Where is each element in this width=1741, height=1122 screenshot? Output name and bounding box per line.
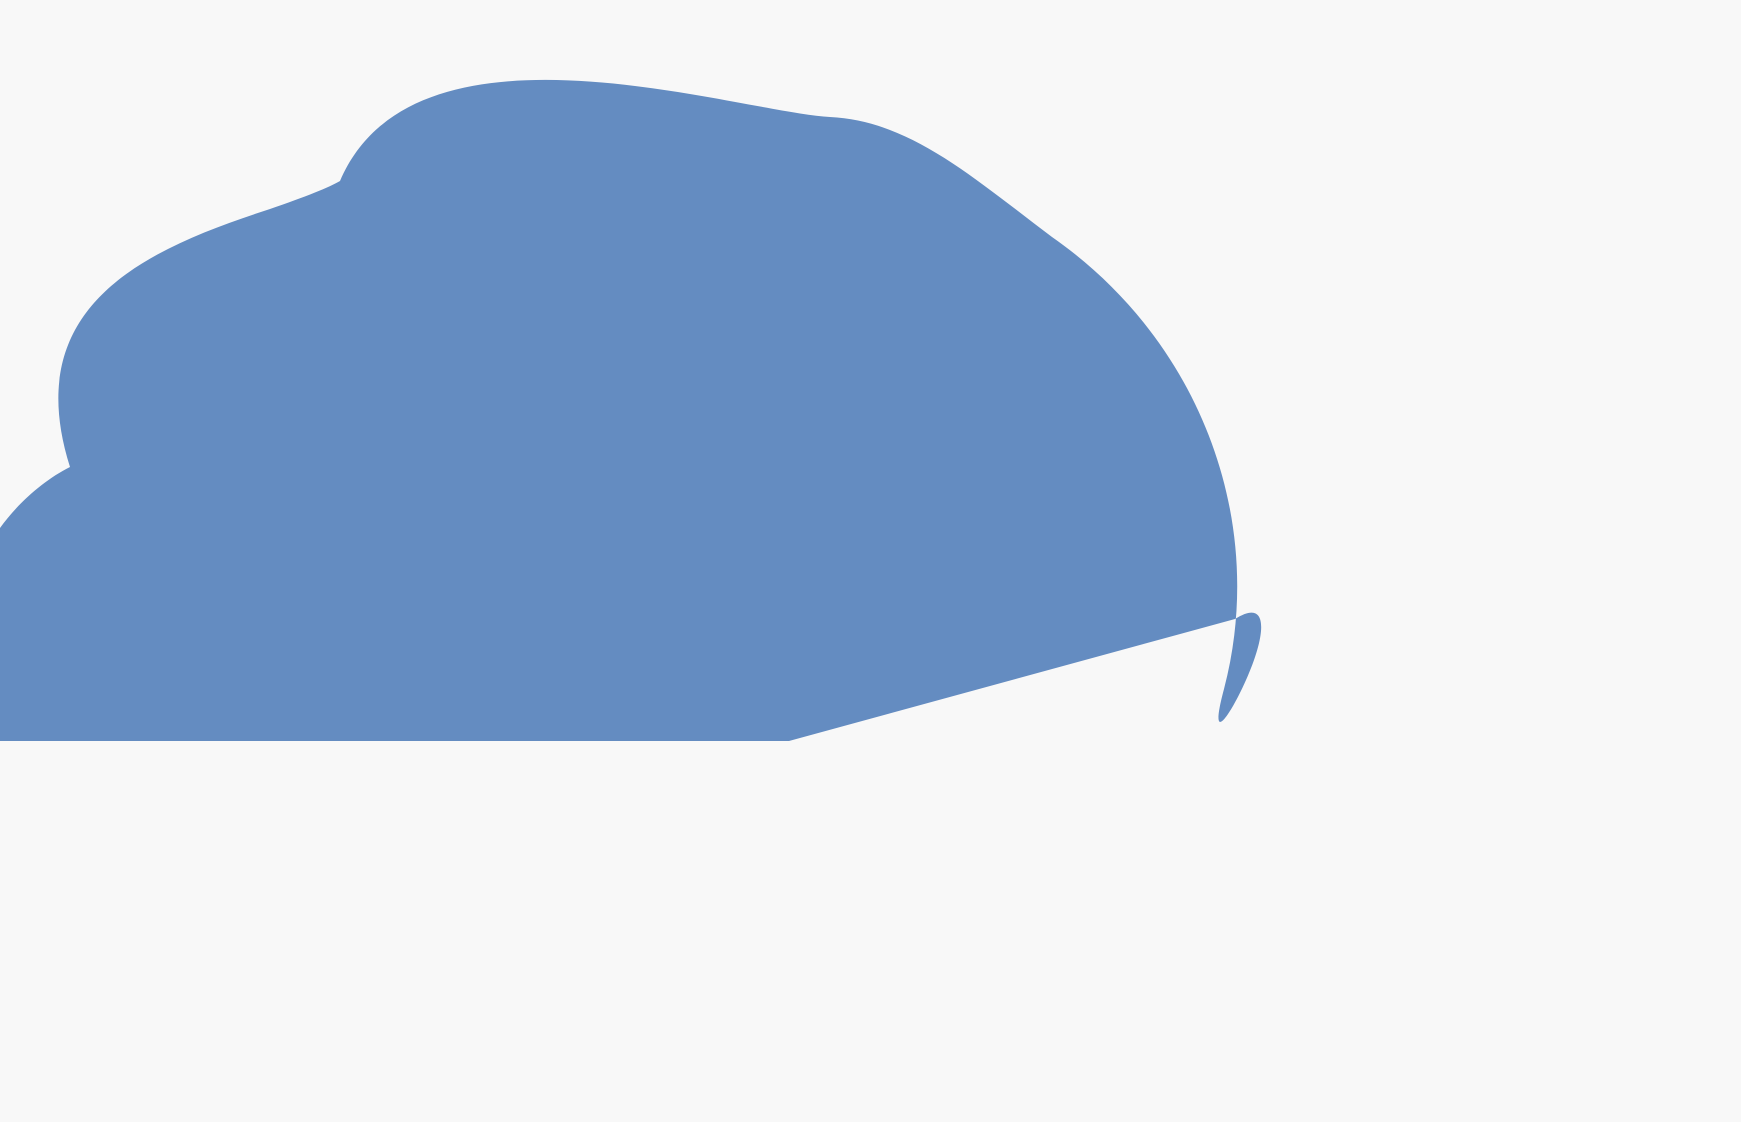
blob-shape xyxy=(0,79,1262,741)
